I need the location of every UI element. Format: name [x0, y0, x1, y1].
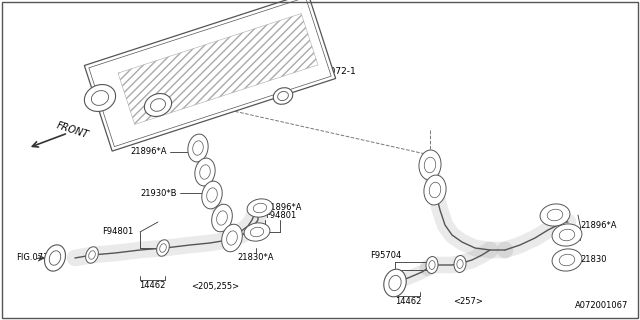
- Ellipse shape: [160, 244, 166, 252]
- Text: 21896*A: 21896*A: [130, 148, 166, 156]
- Ellipse shape: [86, 247, 99, 263]
- Ellipse shape: [145, 93, 172, 116]
- Ellipse shape: [552, 224, 582, 246]
- Ellipse shape: [419, 150, 441, 180]
- Ellipse shape: [253, 203, 267, 213]
- Polygon shape: [84, 0, 335, 151]
- Ellipse shape: [429, 182, 441, 198]
- Text: F95704: F95704: [370, 251, 401, 260]
- Ellipse shape: [202, 181, 222, 209]
- Text: 14462: 14462: [139, 282, 165, 291]
- Ellipse shape: [188, 134, 208, 162]
- Text: 21830: 21830: [580, 255, 607, 265]
- Ellipse shape: [424, 175, 446, 205]
- Ellipse shape: [49, 251, 61, 265]
- Ellipse shape: [429, 260, 435, 269]
- Ellipse shape: [384, 269, 406, 297]
- Ellipse shape: [92, 91, 109, 105]
- Ellipse shape: [389, 276, 401, 291]
- Ellipse shape: [278, 92, 289, 100]
- Text: 14462: 14462: [395, 298, 421, 307]
- Text: F94801: F94801: [265, 211, 296, 220]
- Ellipse shape: [426, 257, 438, 274]
- Text: 21830*A: 21830*A: [237, 252, 275, 261]
- Ellipse shape: [457, 260, 463, 268]
- Ellipse shape: [193, 141, 204, 155]
- Ellipse shape: [424, 157, 436, 173]
- Ellipse shape: [273, 88, 292, 104]
- Ellipse shape: [559, 254, 575, 266]
- Ellipse shape: [547, 209, 563, 221]
- Text: FIG.072-1: FIG.072-1: [312, 68, 356, 76]
- Ellipse shape: [559, 229, 575, 241]
- Ellipse shape: [157, 240, 170, 256]
- Ellipse shape: [540, 204, 570, 226]
- Ellipse shape: [84, 84, 116, 111]
- Text: <257>: <257>: [453, 298, 483, 307]
- Ellipse shape: [244, 223, 270, 241]
- Ellipse shape: [454, 255, 466, 273]
- Text: A072001067: A072001067: [575, 301, 628, 310]
- Ellipse shape: [200, 165, 211, 179]
- Ellipse shape: [212, 204, 232, 232]
- Ellipse shape: [89, 251, 95, 259]
- Polygon shape: [118, 13, 318, 124]
- Ellipse shape: [207, 188, 218, 202]
- Ellipse shape: [195, 158, 215, 186]
- Ellipse shape: [247, 199, 273, 217]
- Ellipse shape: [150, 99, 166, 111]
- Ellipse shape: [45, 245, 65, 271]
- Ellipse shape: [216, 211, 227, 225]
- Ellipse shape: [250, 227, 264, 237]
- Text: 21930*B: 21930*B: [140, 188, 177, 197]
- Ellipse shape: [227, 231, 237, 245]
- Text: FIG.073: FIG.073: [16, 253, 49, 262]
- Text: <205,255>: <205,255>: [191, 282, 239, 291]
- Text: 21896*A: 21896*A: [580, 220, 616, 229]
- Ellipse shape: [552, 249, 582, 271]
- Text: 21896*A: 21896*A: [265, 204, 301, 212]
- Ellipse shape: [221, 224, 243, 252]
- Text: FRONT: FRONT: [55, 120, 90, 140]
- Text: F94801: F94801: [102, 228, 133, 236]
